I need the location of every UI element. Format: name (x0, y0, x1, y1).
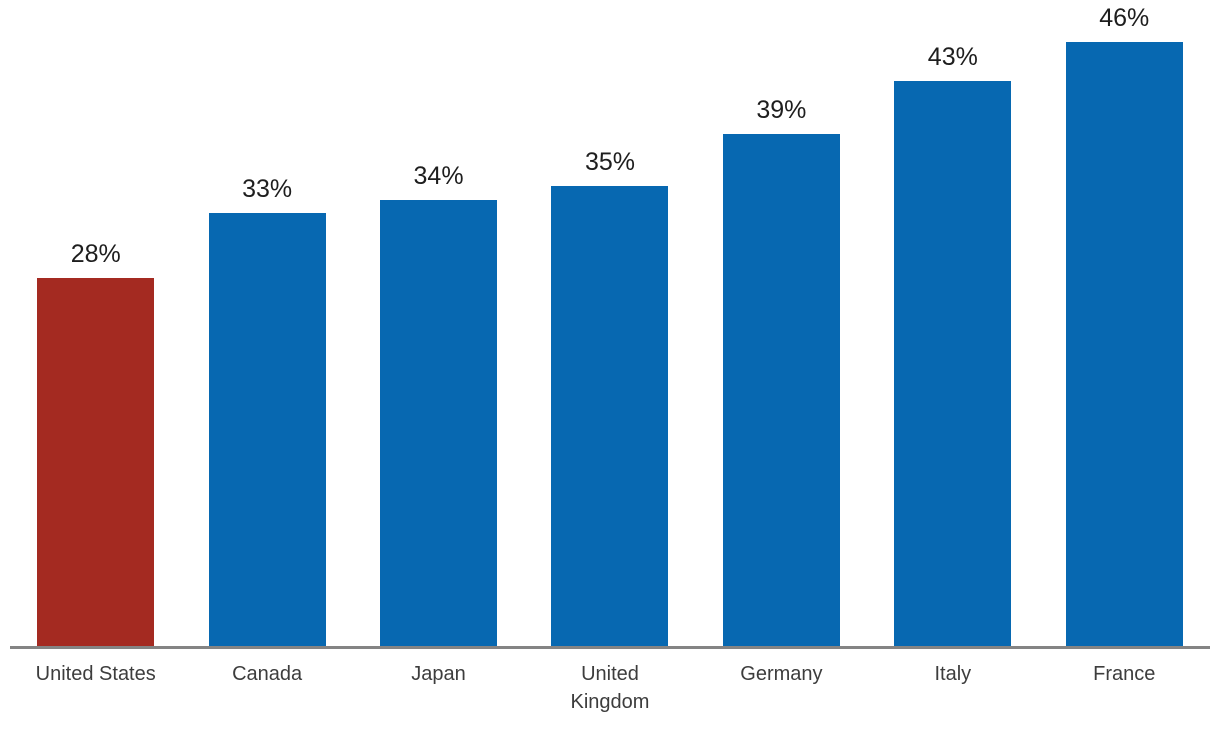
category-label: Italy (934, 663, 972, 685)
chart-band: 33% (181, 174, 352, 646)
category-label: Canada (232, 663, 303, 685)
category-label: United Kingdom (570, 663, 650, 713)
chart-band: 39% (696, 95, 867, 646)
category-label: France (1093, 663, 1156, 685)
bar-value-label: 28% (70, 240, 121, 268)
category-label: Germany (740, 663, 823, 685)
category-label-cell: France (1039, 660, 1210, 716)
category-label-cell: United States (10, 660, 181, 716)
category-label-cell: United Kingdom (524, 660, 695, 716)
bar-value-label: 46% (1099, 4, 1150, 32)
bar (722, 134, 840, 646)
chart-band: 35% (524, 147, 695, 646)
bar-value-label: 33% (242, 175, 293, 203)
bar-value-label: 35% (584, 148, 635, 176)
category-label-cell: Italy (867, 660, 1038, 716)
bar-value-label: 34% (413, 162, 464, 190)
category-label-cell: Japan (353, 660, 524, 716)
bar (1065, 42, 1183, 646)
category-label: United States (35, 663, 156, 685)
bars-row: 28% 33% 34% 35% 39% 43% 46% (10, 0, 1210, 646)
chart-plot-area: 28% 33% 34% 35% 39% 43% 46% United States Canad… (10, 0, 1210, 716)
bar (380, 200, 498, 646)
chart-band: 28% (10, 239, 181, 646)
bar-value-label: 43% (927, 43, 978, 71)
category-label-cell: Germany (696, 660, 867, 716)
category-label: Japan (411, 663, 466, 685)
category-labels-row: United States Canada Japan United Kingdom Ge… (10, 660, 1210, 716)
bar (37, 278, 155, 646)
bar-value-label: 39% (756, 96, 807, 124)
bar (894, 81, 1012, 646)
category-label-cell: Canada (181, 660, 352, 716)
bar (208, 213, 326, 646)
chart-band: 43% (867, 42, 1038, 646)
x-axis-line (10, 646, 1210, 649)
bar (551, 186, 669, 646)
chart-band: 46% (1039, 3, 1210, 646)
chart-band: 34% (353, 161, 524, 646)
